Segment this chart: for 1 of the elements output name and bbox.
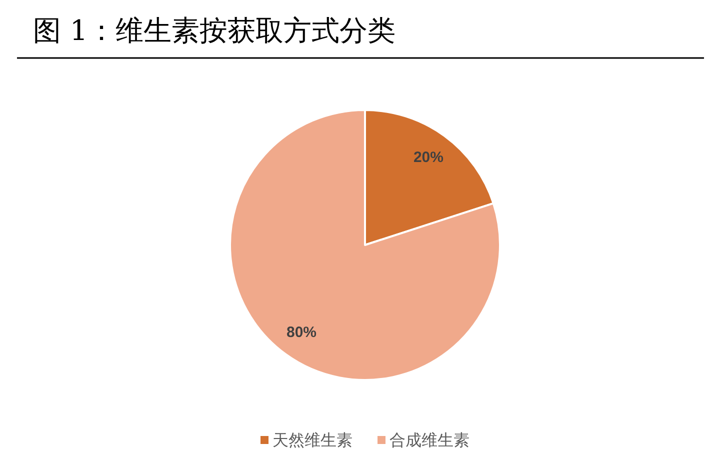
chart-title: 图 1：维生素按获取方式分类 xyxy=(33,14,396,47)
